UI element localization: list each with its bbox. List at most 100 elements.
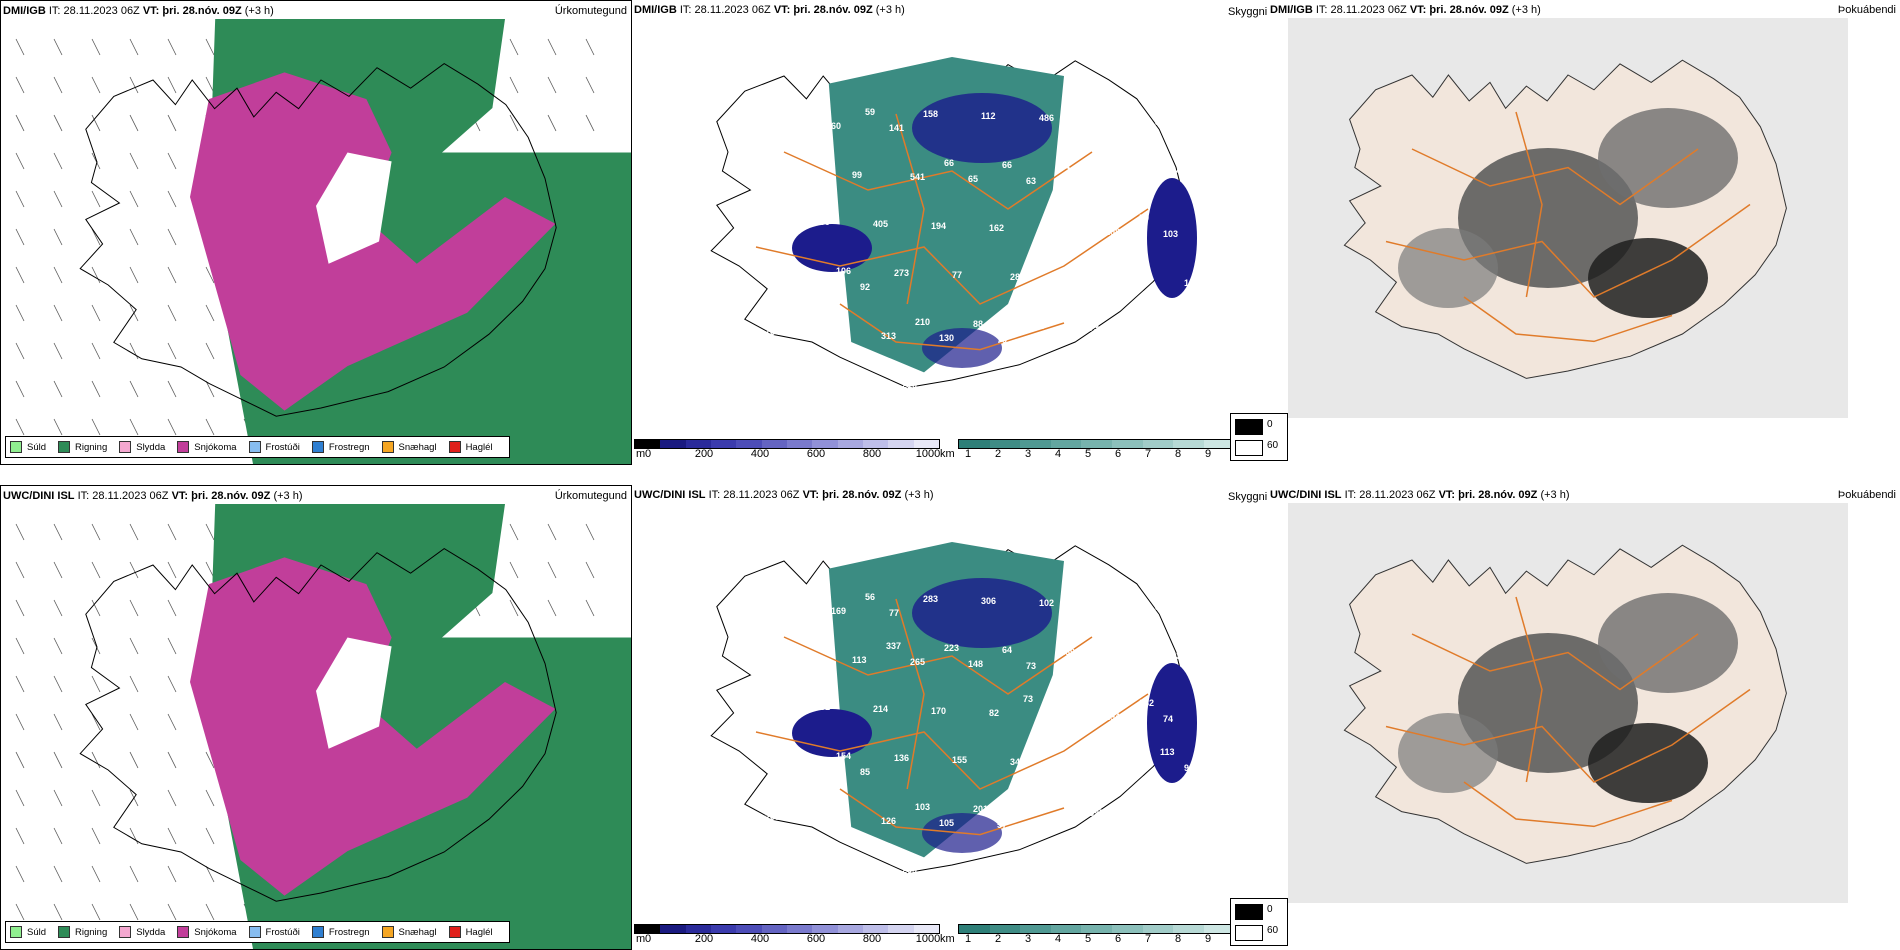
cloud-height-colorbar: m 0 200 400 600 800 1000 (634, 439, 940, 461)
cloud-height-label: 136 (894, 753, 909, 763)
wind-barb (15, 903, 25, 921)
scale-step (761, 925, 787, 933)
cloud-height-label: 65 (807, 105, 817, 115)
wind-barb (53, 903, 63, 921)
road-line (1515, 596, 1543, 783)
wind-barb (167, 903, 177, 921)
cover-tick: 2 (994, 933, 1002, 945)
wind-barb (205, 304, 215, 322)
cloud-panel-header: UWC/DINI ISL IT: 28.11.2023 06Z VT: þri.… (634, 487, 1264, 503)
scale-step (1142, 925, 1174, 933)
wind-barb (15, 751, 25, 769)
wind-barb (129, 599, 139, 617)
cloud-height-label: 283 (1081, 696, 1096, 706)
legend-label: Snæhagl (398, 441, 437, 453)
wind-barb (547, 523, 557, 541)
cloud-map: 299 141 63 103 92 79 475 60 65 108 731 130 104 92 541 1… (710, 57, 1204, 398)
scale-step (913, 440, 939, 448)
cloud-height-label: 126 (881, 816, 896, 826)
fog-dense-area (1588, 723, 1708, 803)
wind-barb (167, 38, 177, 56)
low-cloud-area (912, 578, 1052, 648)
cloud-height-label: 92 (860, 282, 870, 292)
road-line (895, 598, 925, 790)
cloud-height-label: 79 (997, 335, 1007, 345)
visibility-legend: 0 60 (1230, 413, 1288, 461)
wind-barb (129, 38, 139, 56)
height-unit: m (636, 448, 646, 460)
height-tick: 1000 (915, 448, 941, 460)
wind-barb (129, 152, 139, 170)
cloud-height-label: 102 (1039, 598, 1054, 608)
scale-step (913, 925, 939, 933)
scale-step (1173, 925, 1204, 933)
model-name: UWC/DINI ISL (1270, 489, 1342, 501)
cloud-height-label: 223 (960, 867, 975, 877)
cloud-height-label: 106 (836, 266, 851, 276)
cloud-height-label: 66 (944, 158, 954, 168)
precip-panel-header: DMI/IGB IT: 28.11.2023 06Z VT: þri. 28.n… (3, 3, 627, 19)
cloud-height-label: 273 (894, 268, 909, 278)
wind-barb (53, 304, 63, 322)
legend-item: Haglél (448, 441, 493, 453)
low-cloud-area (1147, 178, 1197, 298)
wind-barb (15, 561, 25, 579)
scale-step (1111, 440, 1143, 448)
cloud-height-label: 159 (1081, 211, 1096, 221)
wind-barb (167, 342, 177, 360)
height-tick: 0 (644, 933, 652, 945)
visibility-black-label: 0 (1267, 904, 1273, 915)
legend-item: Snjókoma (177, 926, 237, 938)
height-tick: 1000 (915, 933, 941, 945)
fog-panel-title: Þokuábendi (1837, 4, 1896, 16)
cloud-height-label: 73 (1089, 323, 1099, 333)
road-line (1463, 781, 1673, 828)
lead-time: (+3 h) (1540, 489, 1570, 501)
wind-barb (53, 827, 63, 845)
wind-barb (167, 789, 177, 807)
cloud-height-label: 82 (823, 329, 833, 339)
it-value: 28.11.2023 06Z (63, 5, 140, 17)
lead-time: (+3 h) (904, 489, 934, 501)
fog-panel: Skyggni DMI/IGB IT: 28.11.2023 06Z VT: þ… (1228, 0, 1900, 465)
legend-swatch (10, 441, 22, 453)
wind-barb (15, 637, 25, 655)
cloud-height-label: 170 (931, 706, 946, 716)
cloud-height-colorbar: m 0 200 400 600 800 1000 (634, 924, 940, 946)
coastline (79, 547, 557, 902)
wind-barb (53, 637, 63, 655)
cloud-height-label: 214 (873, 704, 888, 714)
road-line (1385, 203, 1751, 298)
wind-barb (129, 228, 139, 246)
cover-tick: 6 (1114, 448, 1122, 460)
legend-swatch (248, 926, 261, 938)
wind-barb (15, 266, 25, 284)
scale-step (1050, 440, 1082, 448)
cloud-height-label: 313 (881, 331, 896, 341)
cover-tick: 7 (1144, 448, 1152, 460)
vt-value: þri. 28.nóv. 09Z (793, 4, 873, 16)
wind-barb (205, 789, 215, 807)
wind-barb (547, 76, 557, 94)
cloud-height-label: 53 (1189, 588, 1199, 598)
low-cloud-area (912, 93, 1052, 163)
cloud-height-label: 266 (1168, 374, 1183, 384)
cloud-height-label: 113 (1160, 747, 1175, 757)
cloud-height-label: 140 (752, 555, 767, 565)
cloud-height-label: 329 (844, 378, 859, 388)
cloud-height-label: 595 (1089, 808, 1104, 818)
wind-barb (53, 76, 63, 94)
legend-swatch (381, 926, 394, 938)
height-unit: m (636, 933, 646, 945)
scale-step (1081, 440, 1112, 448)
cloud-height-label: 556 (1126, 761, 1141, 771)
legend-swatch (311, 926, 324, 938)
vt-label: VT: (773, 4, 791, 16)
wind-barb (205, 76, 215, 94)
cloud-height-label: 280 (1010, 272, 1025, 282)
model-name: DMI/IGB (1270, 4, 1313, 16)
wind-barb (53, 228, 63, 246)
legend-swatch (10, 926, 22, 938)
legend-swatch (177, 441, 190, 453)
wind-barb (167, 304, 177, 322)
